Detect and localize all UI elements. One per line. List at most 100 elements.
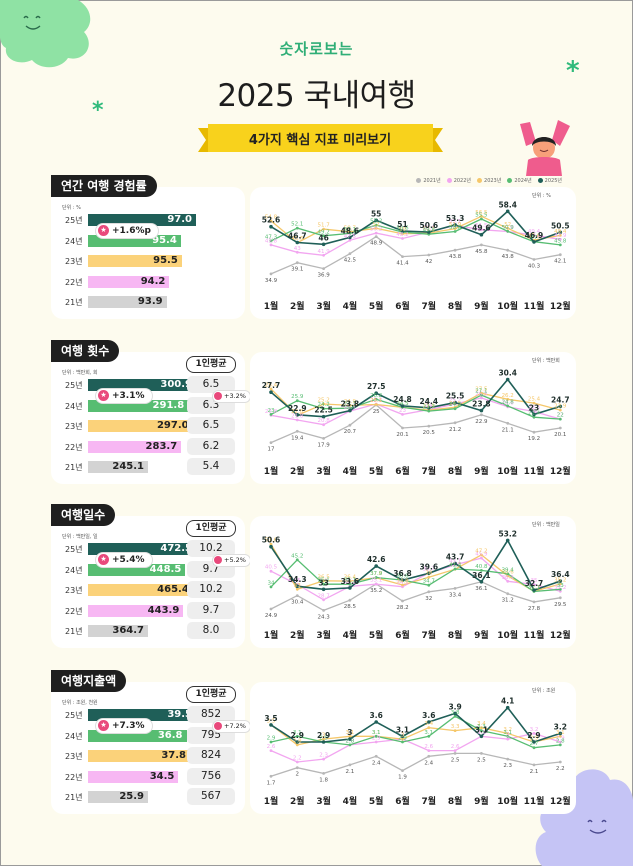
data-point [295, 429, 299, 433]
data-label: 39.4 [502, 567, 515, 573]
data-label: 25.5 [446, 392, 465, 401]
legend-item: 2024년 [507, 177, 532, 184]
data-label: 46.9 [525, 231, 544, 240]
avg-value: 9.7 [187, 601, 235, 619]
data-point [269, 413, 273, 416]
data-point [269, 542, 273, 546]
data-point [558, 579, 563, 583]
month-tick-label: 8월 [448, 465, 463, 477]
data-point [400, 229, 405, 233]
data-label: 2.3 [503, 763, 512, 769]
data-label: 24.2 [449, 402, 461, 408]
bar: 95.5 [88, 255, 182, 267]
data-label: 46 [318, 233, 328, 242]
data-label: 50.5 [551, 221, 570, 230]
data-label: 33 [294, 583, 301, 589]
data-label: 36.1 [472, 571, 491, 580]
data-label: 2.5 [477, 757, 486, 763]
bar: 39.5 [88, 709, 196, 721]
data-point [322, 772, 325, 775]
data-label: 37.9 [370, 571, 383, 577]
data-point [401, 413, 404, 416]
data-point [322, 227, 325, 231]
line-chart: 17 19.4 17.9 20.7 25 20.1 20.5 21.2 22.9 21.1 19.2… [262, 369, 571, 478]
data-label: 2.9 [317, 731, 330, 740]
data-label: 19.4 [291, 435, 304, 441]
data-point [401, 740, 404, 744]
data-label: 30.4 [498, 369, 517, 378]
data-label: 2.3 [319, 753, 328, 759]
data-point [295, 587, 299, 591]
data-label: 36.4 [551, 570, 570, 579]
data-label: 2.2 [556, 766, 565, 772]
data-label: 41.4 [396, 261, 409, 267]
data-label: 34 [268, 580, 275, 586]
line-chart: 24.9 30.4 24.3 28.5 35.2 28.2 32 33.4 36.1 31.2 27… [262, 529, 571, 641]
data-label: 53.2 [498, 529, 517, 538]
data-label: 20.7 [344, 429, 357, 435]
data-point [453, 248, 457, 252]
data-label: 32.2 [554, 585, 566, 591]
data-label: 35.2 [554, 578, 566, 584]
data-label: 32.1 [528, 585, 540, 591]
data-label: 47.5 [344, 234, 357, 240]
data-label: 25.2 [317, 398, 329, 404]
series-line [270, 706, 561, 743]
data-label: 23 [268, 408, 275, 414]
sparkle-icon: * [92, 98, 104, 123]
data-label: 1.8 [319, 777, 328, 783]
data-label: 49.6 [472, 224, 491, 233]
data-label: 2.5 [451, 757, 460, 763]
month-tick-label: 5월 [369, 795, 384, 807]
data-label: 21.2 [449, 427, 461, 433]
data-label: 3.2 [554, 722, 567, 731]
growth-badge: ★ +5.4% [96, 553, 152, 567]
data-label: 24.3 [344, 402, 357, 408]
data-point [295, 413, 300, 417]
data-label: 50.6 [262, 536, 281, 545]
data-label: 50 [399, 227, 406, 233]
data-label: 22.5 [314, 406, 333, 415]
data-label: 2.6 [424, 744, 433, 750]
data-point [374, 397, 378, 401]
month-tick-label: 11월 [524, 465, 545, 477]
data-label: 3.2 [530, 727, 539, 733]
month-tick-label: 11월 [524, 629, 545, 641]
month-tick-label: 10월 [497, 795, 518, 807]
data-point [532, 583, 536, 586]
month-tick-label: 1월 [264, 629, 279, 641]
month-tick-label: 12월 [550, 629, 571, 641]
data-label: 27.1 [475, 389, 487, 395]
data-label: 24.8 [393, 395, 412, 404]
bar-year-label: 25년 [65, 381, 83, 390]
bar: 297.0 [88, 420, 193, 432]
data-label: 36.1 [475, 586, 487, 592]
data-label: 31.2 [502, 598, 514, 604]
data-label: 41.9 [317, 249, 330, 255]
growth-badge-text: +3.1% [112, 391, 145, 401]
data-label: 45.8 [265, 238, 278, 244]
month-tick-label: 12월 [550, 795, 571, 807]
data-point [269, 585, 273, 589]
data-point [558, 230, 563, 235]
month-tick-label: 8월 [448, 300, 463, 312]
month-tick-label: 2월 [290, 629, 305, 641]
data-label: 2.1 [346, 769, 355, 775]
bar-unit-label: 단위 : 조원, 천원 [62, 700, 98, 706]
data-label: 3 [506, 733, 510, 739]
avg-value: 5.4 [187, 458, 235, 475]
data-label: 49.2 [317, 229, 329, 235]
bar: 465.4 [88, 584, 193, 596]
data-point [480, 228, 483, 232]
data-point [558, 734, 562, 738]
data-point [295, 766, 299, 770]
series-line [270, 224, 561, 256]
data-label: 50.6 [423, 226, 436, 232]
data-point [400, 404, 405, 408]
data-label: 38.6 [502, 569, 515, 575]
data-point [558, 760, 562, 764]
data-point [348, 743, 352, 747]
data-label: 45.2 [291, 553, 303, 559]
data-point [505, 705, 510, 710]
data-label: 25.1 [370, 398, 382, 404]
